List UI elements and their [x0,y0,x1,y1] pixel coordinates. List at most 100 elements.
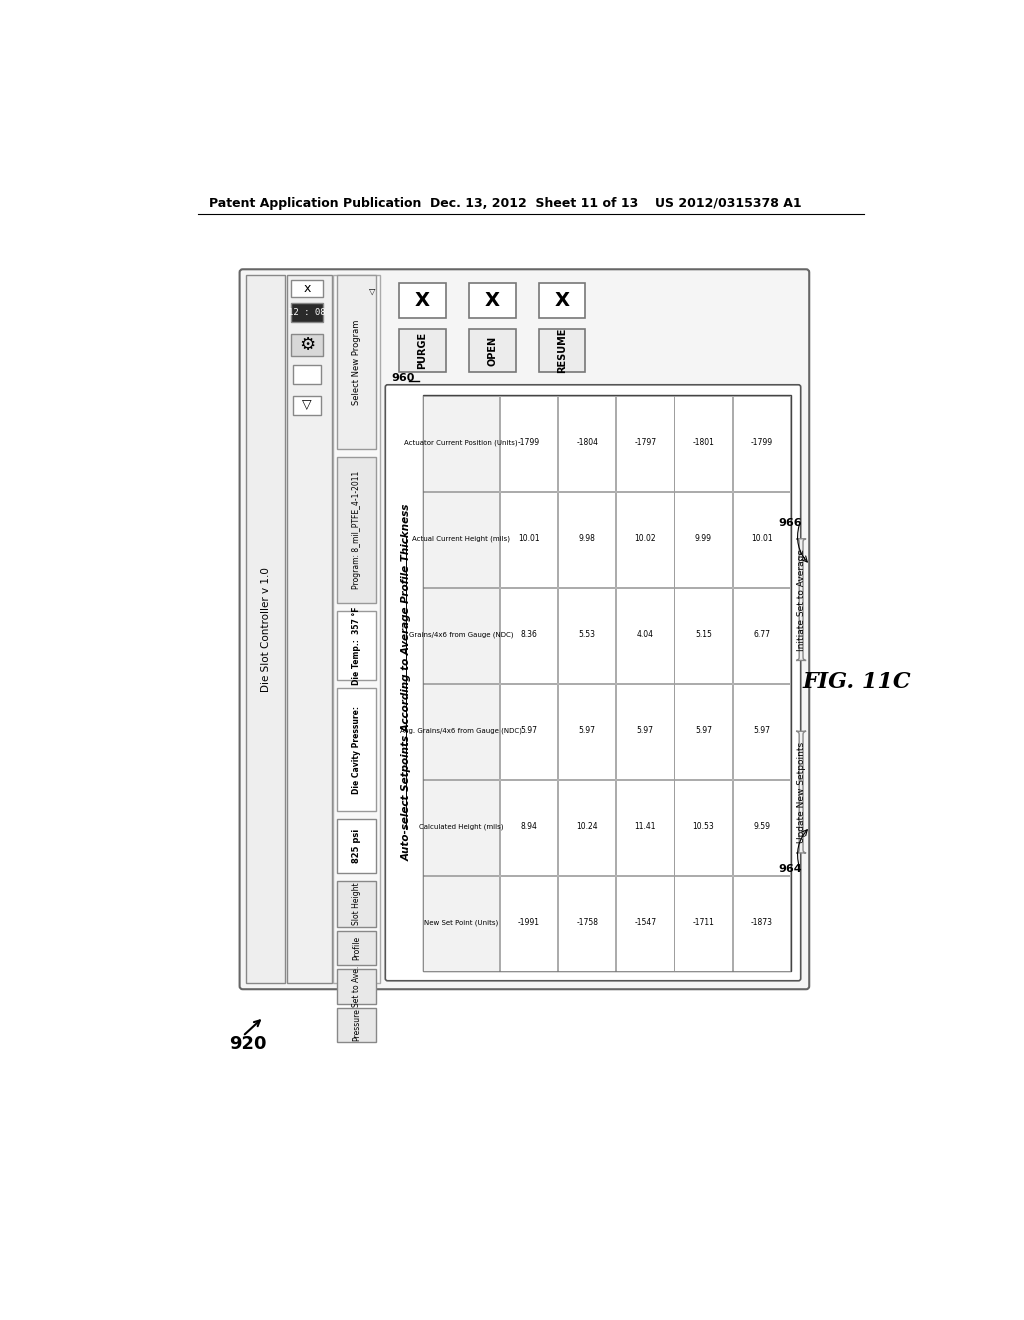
Bar [732,587,790,682]
Bar [500,396,557,491]
Text: Profile: Profile [352,936,361,960]
Bar [337,969,376,1003]
Bar [293,364,321,384]
Bar [246,276,286,983]
Bar [423,396,500,491]
Bar [616,684,674,779]
Text: 5.15: 5.15 [695,630,712,639]
Text: 9.98: 9.98 [579,535,596,544]
Bar [291,304,324,322]
Bar [334,276,380,983]
Bar [291,334,324,355]
Text: 5.97: 5.97 [579,726,596,735]
Text: -1797: -1797 [634,438,656,447]
Text: -1799: -1799 [518,438,540,447]
Bar [500,684,557,779]
Bar [616,780,674,875]
Text: 12 : 08: 12 : 08 [288,308,326,317]
Text: Update New Setpoints: Update New Setpoints [797,742,806,842]
Text: 10.01: 10.01 [751,535,772,544]
Text: -1804: -1804 [577,438,598,447]
Text: Initiate Set to Average: Initiate Set to Average [797,549,806,651]
Bar [399,330,445,372]
Bar [675,780,732,875]
Bar [337,1007,376,1043]
Bar [337,818,376,873]
Bar [732,780,790,875]
Bar [558,684,615,779]
Bar [675,684,732,779]
Text: OPEN: OPEN [487,335,498,366]
Text: 5.97: 5.97 [695,726,712,735]
FancyBboxPatch shape [240,269,809,989]
Bar [616,491,674,587]
Text: -1991: -1991 [518,919,540,927]
Text: 11.41: 11.41 [635,822,656,832]
Text: 8.36: 8.36 [520,630,538,639]
Text: Auto-select Setpoints According to Average Profile Thickness: Auto-select Setpoints According to Avera… [402,504,412,862]
Bar [423,491,500,587]
Bar [558,780,615,875]
Bar [337,931,376,965]
Bar [399,284,445,318]
Text: Pressure: Pressure [352,1008,361,1041]
Text: 5.97: 5.97 [637,726,653,735]
FancyBboxPatch shape [796,731,806,853]
Text: x: x [303,282,310,296]
Text: 10.53: 10.53 [692,822,715,832]
Bar [558,491,615,587]
Text: ⚙: ⚙ [299,335,315,354]
Text: -1801: -1801 [692,438,715,447]
Bar [500,491,557,587]
Text: ▽: ▽ [302,399,312,412]
Bar [337,880,376,927]
Text: 964: 964 [778,865,802,874]
Bar [558,396,615,491]
Text: 9.99: 9.99 [695,535,712,544]
Text: -1547: -1547 [634,919,656,927]
Bar [287,276,332,983]
Text: FIG. 11C: FIG. 11C [802,671,910,693]
Bar [539,330,586,372]
Text: Program: 8_mil_PTFE_4-1-2011: Program: 8_mil_PTFE_4-1-2011 [352,471,361,590]
Text: 10.01: 10.01 [518,535,540,544]
Bar [337,276,376,449]
Bar [500,780,557,875]
Text: Slot Height: Slot Height [352,883,361,925]
Bar [423,395,791,970]
Text: Dec. 13, 2012  Sheet 11 of 13: Dec. 13, 2012 Sheet 11 of 13 [430,197,639,210]
Bar [423,587,500,682]
Text: Calculated Height (mils): Calculated Height (mils) [419,824,504,830]
Text: Die Temp.:  357 °F: Die Temp.: 357 °F [352,607,361,685]
Text: New Set Point (Units): New Set Point (Units) [424,920,499,927]
Text: -1799: -1799 [751,438,773,447]
FancyBboxPatch shape [385,385,801,981]
Bar [732,491,790,587]
Bar [675,875,732,970]
FancyBboxPatch shape [796,539,806,660]
Text: Patent Application Publication: Patent Application Publication [209,197,422,210]
Text: 960: 960 [391,372,415,383]
Text: 4.04: 4.04 [637,630,653,639]
Text: 5.97: 5.97 [520,726,538,735]
Bar [293,396,321,414]
Bar [423,684,500,779]
Text: 966: 966 [778,517,802,528]
Text: 5.53: 5.53 [579,630,596,639]
Bar [423,780,500,875]
Bar [616,587,674,682]
Text: 825 psi: 825 psi [352,829,361,863]
Text: Grains/4x6 from Gauge (NDC): Grains/4x6 from Gauge (NDC) [409,631,513,638]
Bar [337,688,376,812]
Bar [675,396,732,491]
Bar [291,280,324,297]
Bar [675,491,732,587]
Text: ▽: ▽ [369,286,376,296]
Bar [423,875,500,970]
Bar [732,875,790,970]
Bar [337,611,376,681]
Text: X: X [555,290,569,310]
Text: Select New Program: Select New Program [352,319,361,405]
Text: PURGE: PURGE [418,331,427,370]
Text: RESUME: RESUME [557,327,567,374]
